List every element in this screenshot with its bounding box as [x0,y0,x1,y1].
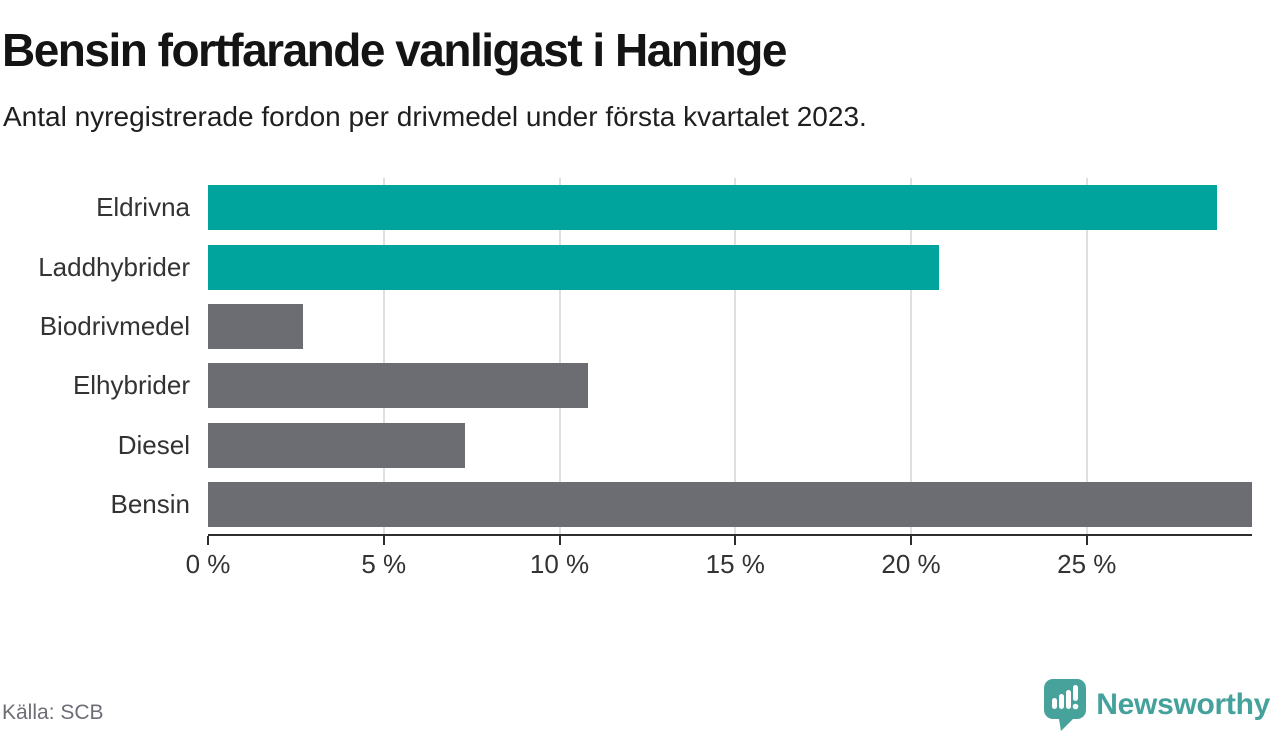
page-subtitle: Antal nyregistrerade fordon per drivmede… [3,101,867,132]
bar-biodrivmedel [208,304,303,349]
gridline-5 [382,178,385,535]
chart-row-elhybrider: Elhybrider [0,356,1252,415]
category-label-biodrivmedel: Biodrivmedel [39,311,190,341]
bar-bensin [208,481,1252,527]
bar-track-elhybrider [208,363,1252,409]
grid-layer [208,178,1252,535]
axis-tick-label-25: 25 % [1057,549,1117,580]
axis-tick-15 [734,536,737,546]
gridline-25 [1085,178,1088,535]
gridline-15 [734,178,737,535]
category-label-eldrivna: Eldrivna [96,192,190,223]
axis-tick-25 [1085,536,1088,546]
axis-tick-label-15: 15 % [705,549,765,580]
chart-row-diesel: Diesel [0,416,1252,475]
x-axis-ticks: 0 % 5 % 10 % 15 % 20 % 25 % [186,536,1252,582]
gridline-20 [910,178,913,535]
gridline-10 [558,178,561,535]
chart-rows: Eldrivna Laddhybrider Biodrivmedel Elhybrid… [0,178,1252,534]
chart-row-bensin: Bensin [0,475,1252,534]
chart-row-biodrivmedel: Biodrivmedel [0,297,1252,356]
axis-tick-5 [382,536,385,546]
bar-diesel [208,422,465,468]
newsworthy-logo-icon [1044,679,1087,731]
page-title: Bensin fortfarande vanligast i Haninge [2,24,787,76]
chart-row-eldrivna: Eldrivna [0,178,1252,237]
category-label-laddhybrider: Laddhybrider [38,251,190,282]
bar-track-eldrivna [208,185,1252,231]
bar-track-bensin [208,481,1252,527]
axis-tick-label-0: 0 % [185,549,231,580]
x-axis-line [208,534,1252,537]
bar-chart: Eldrivna Laddhybrider Biodrivmedel Elhybrid… [0,178,1252,579]
axis-tick-label-10: 10 % [529,549,590,580]
newsworthy-logo: Newsworthy [1044,679,1270,731]
bar-track-diesel [208,422,1252,468]
category-label-bensin: Bensin [110,488,191,519]
bar-laddhybrider [208,244,940,290]
bar-track-laddhybrider [208,244,1252,290]
axis-tick-label-5: 5 % [361,549,407,580]
plot-area: Eldrivna Laddhybrider Biodrivmedel Elhybrid… [0,178,1252,535]
bar-eldrivna [208,185,1217,231]
axis-tick-label-20: 20 % [881,549,941,580]
bar-elhybrider [208,363,588,409]
category-label-diesel: Diesel [117,429,190,460]
chart-row-laddhybrider: Laddhybrider [0,238,1252,297]
source-note: Källa: SCB [2,701,104,724]
newsworthy-logo-text: Newsworthy [1096,688,1270,721]
axis-tick-10 [558,536,561,546]
axis-tick-0 [207,536,209,546]
axis-tick-20 [910,536,913,546]
bar-track-biodrivmedel [208,304,1252,349]
category-label-elhybrider: Elhybrider [72,370,190,401]
